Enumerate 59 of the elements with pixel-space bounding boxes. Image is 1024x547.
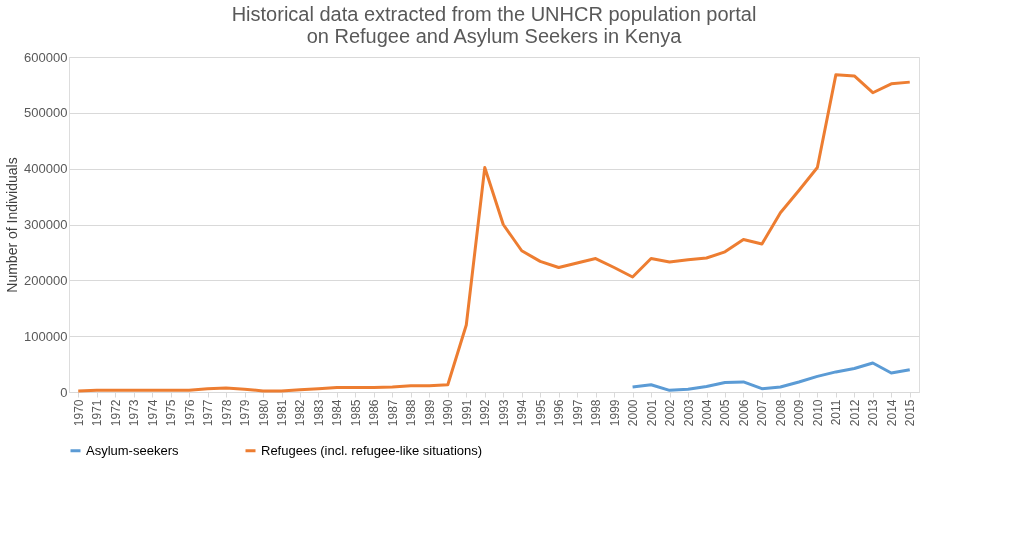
y-tick-label: 600000: [24, 49, 68, 65]
x-tick-label: 1988: [404, 399, 419, 427]
x-tick-label: 1985: [348, 399, 363, 427]
x-tick-label: 2001: [644, 399, 659, 427]
x-tick-label: 1995: [533, 399, 548, 427]
x-tick-label: 1992: [478, 399, 493, 427]
y-tick-label: 500000: [24, 105, 68, 121]
x-tick-label: 1976: [182, 399, 197, 427]
x-tick-label: 2012: [847, 399, 862, 427]
x-tick-label: 1979: [238, 399, 253, 427]
y-tick-label: 0: [60, 384, 68, 400]
y-tick-label: 200000: [24, 272, 68, 288]
x-tick-label: 1975: [164, 399, 179, 427]
x-tick-label: 1993: [496, 399, 511, 427]
x-tick-label: 2011: [829, 399, 844, 426]
x-tick-label: 1994: [515, 399, 530, 427]
y-tick-label: 100000: [24, 328, 68, 344]
x-tick-label: 1983: [311, 399, 326, 427]
x-tick-label: 2005: [718, 399, 733, 427]
x-tick-label: 1984: [330, 399, 345, 427]
x-tick-label: 1989: [422, 399, 437, 427]
x-tick-label: 1981: [275, 399, 289, 427]
legend-label: Refugees (incl. refugee-like situations): [261, 442, 483, 458]
chart-title: Historical data extracted from the UNHCR population portal on Refugee and Asylum Seekers in Kenya: [231, 3, 757, 47]
x-tick-label: 1973: [127, 399, 142, 427]
x-tick-label: 1980: [256, 399, 271, 427]
x-tick-label: 2000: [626, 399, 641, 427]
x-tick-label: 2015: [903, 399, 918, 427]
x-tick-label: 1986: [367, 399, 382, 427]
x-tick-label: 1970: [71, 399, 86, 427]
x-tick-label: 2004: [700, 399, 714, 427]
x-tick-label: 2014: [884, 399, 899, 427]
y-tick-label: 300000: [24, 217, 68, 232]
x-tick-label: 1982: [293, 399, 308, 427]
x-tick-label: 1990: [441, 399, 456, 427]
y-axis-title: Number of Individuals: [4, 157, 21, 293]
x-tick-label: 1997: [570, 399, 585, 427]
x-tick-label: 2003: [681, 399, 696, 427]
x-tick-label: 1978: [219, 399, 234, 427]
x-tick-label: 2002: [663, 399, 678, 427]
legend-label: Asylum-seekers: [86, 442, 179, 458]
x-tick-label: 2009: [792, 399, 807, 427]
y-tick-label: 400000: [24, 161, 68, 177]
x-tick-label: 1972: [108, 399, 123, 427]
x-tick-label: 2013: [866, 399, 881, 427]
line-series: [76, 73, 912, 393]
x-tick-label: 1974: [145, 399, 160, 427]
x-tick-label: 1991: [459, 399, 474, 427]
x-tick-label: 1987: [385, 399, 400, 427]
x-tick-label: 1996: [552, 399, 567, 427]
x-tick-label: 2010: [810, 399, 825, 427]
x-tick-label: 2008: [773, 399, 788, 427]
x-tick-label: 1998: [589, 399, 604, 427]
x-tick-label: 1999: [607, 399, 622, 427]
x-tick-label: 1977: [201, 399, 216, 427]
line-series: [631, 361, 912, 392]
x-tick-label: 2006: [736, 399, 751, 427]
x-tick-label: 1971: [90, 399, 105, 427]
x-tick-label: 2007: [755, 399, 770, 427]
